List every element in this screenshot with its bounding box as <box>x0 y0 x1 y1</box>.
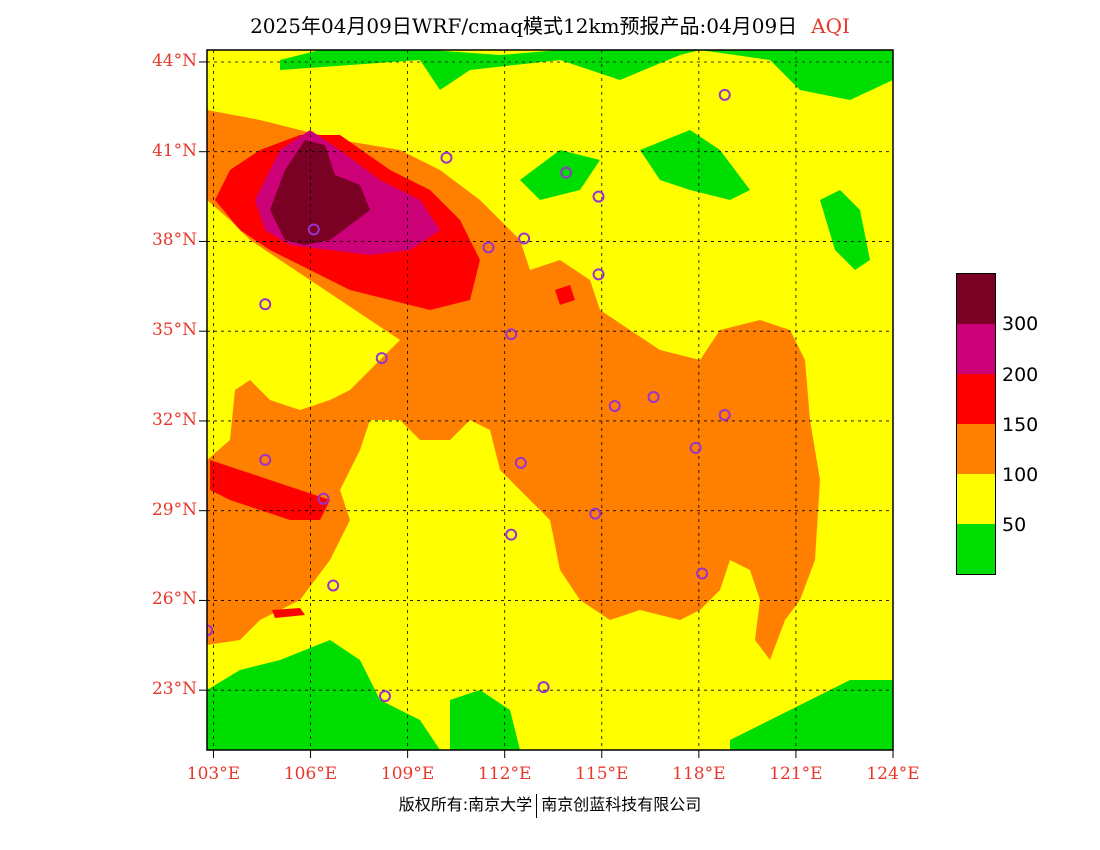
station-marker <box>307 223 320 236</box>
lat-tick-label: 29°N <box>151 499 197 520</box>
station-marker <box>317 492 330 505</box>
lon-tick-label: 121°E <box>769 764 823 784</box>
legend-swatch-severe <box>957 274 995 324</box>
station-marker <box>589 507 602 520</box>
station-marker <box>440 151 453 164</box>
copyright-footer: 版权所有:南京大学 南京创蓝科技有限公司 <box>0 791 1100 818</box>
station-marker <box>514 456 527 469</box>
station-marker <box>592 190 605 203</box>
lat-tick-label: 38°N <box>151 230 197 251</box>
severe-aqi-regions <box>270 140 370 245</box>
title-text: 2025年04月09日WRF/cmaq模式12km预报产品:04月09日 <box>250 14 798 38</box>
lat-tick-label: 32°N <box>151 409 197 430</box>
legend-label-200: 200 <box>1002 364 1039 386</box>
legend-swatch-medium <box>957 374 995 424</box>
lon-tick-label: 109°E <box>380 764 435 784</box>
legend-swatch-heavy <box>957 324 995 374</box>
legend-label-50: 50 <box>1002 514 1027 536</box>
station-marker <box>482 241 495 254</box>
station-marker <box>592 268 605 281</box>
lat-tick-label: 26°N <box>151 589 197 610</box>
legend-swatch-moderate <box>957 474 995 524</box>
station-marker <box>505 328 518 341</box>
station-marker <box>518 232 531 245</box>
axis-ticks <box>199 61 894 758</box>
station-marker <box>696 567 709 580</box>
station-marker <box>327 579 340 592</box>
station-marker <box>689 441 702 454</box>
copyright-right: 南京创蓝科技有限公司 <box>541 795 702 814</box>
station-marker <box>608 399 621 412</box>
variable-tag: AQI <box>811 14 850 38</box>
station-marker <box>505 528 518 541</box>
good-aqi-regions <box>207 50 893 750</box>
lat-tick-label: 44°N <box>151 50 197 71</box>
station-marker <box>207 624 213 637</box>
legend-swatch-good <box>957 524 995 574</box>
station-marker <box>718 408 731 421</box>
legend-label-150: 150 <box>1002 414 1039 436</box>
station-marker <box>259 453 272 466</box>
monitoring-stations <box>207 88 731 703</box>
station-marker <box>378 690 391 703</box>
station-marker <box>560 166 573 179</box>
lon-tick-label: 118°E <box>672 764 726 784</box>
copyright-left: 版权所有:南京大学 <box>398 795 533 814</box>
lon-tick-label: 112°E <box>478 764 532 784</box>
station-marker <box>647 391 660 404</box>
footer-separator <box>536 793 538 818</box>
aqi-legend <box>956 273 996 575</box>
legend-label-100: 100 <box>1002 464 1039 486</box>
lat-tick-label: 23°N <box>151 679 197 700</box>
map-title: 2025年04月09日WRF/cmaq模式12km预报产品:04月09日 AQI <box>0 10 1100 39</box>
station-marker <box>375 352 388 365</box>
lat-tick-label: 41°N <box>151 140 197 161</box>
graticule <box>207 50 893 750</box>
lon-tick-label: 115°E <box>575 764 629 784</box>
lat-tick-label: 35°N <box>151 320 197 341</box>
station-marker <box>537 681 550 694</box>
legend-label-300: 300 <box>1002 313 1039 335</box>
plot-frame <box>206 49 894 751</box>
lon-tick-label: 103°E <box>186 764 241 784</box>
station-marker <box>259 298 272 311</box>
lon-tick-label: 124°E <box>866 764 920 784</box>
lon-tick-label: 106°E <box>283 764 338 784</box>
legend-swatch-light <box>957 424 995 474</box>
map-plot-area <box>207 50 893 750</box>
station-marker <box>718 88 731 101</box>
